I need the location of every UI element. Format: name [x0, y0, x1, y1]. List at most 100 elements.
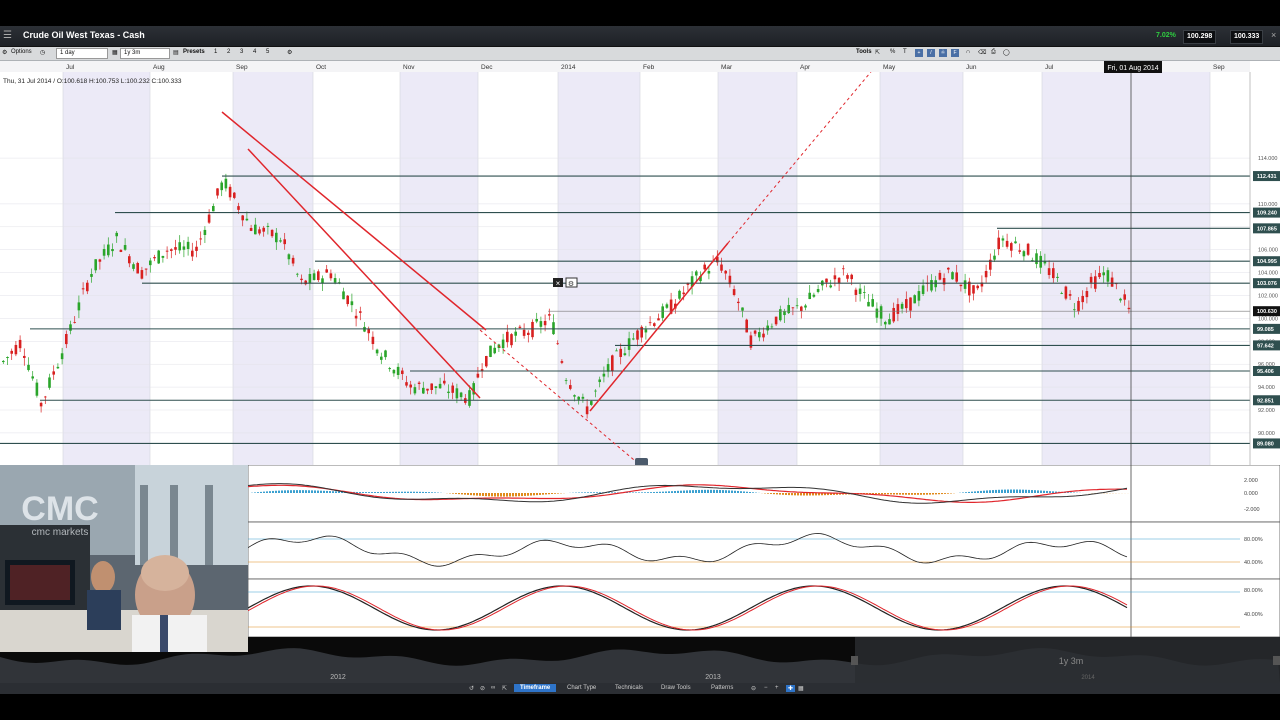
month-label: Jun	[966, 64, 977, 71]
candle-body	[1106, 270, 1110, 282]
price-chart[interactable]: 114.000110.000108.000106.000104.000102.0…	[0, 60, 1280, 467]
options-gear-icon[interactable]: ⚙	[2, 50, 8, 56]
preset-settings-icon[interactable]: ⚙	[287, 50, 293, 56]
candle-body	[984, 270, 988, 278]
macd-histogram-bar	[773, 493, 775, 495]
macd-histogram-bar	[710, 489, 712, 493]
trendline-1[interactable]	[221, 111, 487, 331]
macd-histogram-bar	[530, 493, 532, 496]
rsi-panel[interactable]	[247, 521, 1280, 580]
candle-body	[480, 369, 484, 372]
tab-patterns[interactable]: Patterns	[711, 685, 734, 691]
tab-timeframe[interactable]: Timeframe	[514, 684, 557, 692]
tab-draw-tools[interactable]: Draw Tools	[661, 685, 691, 691]
candle-body	[560, 361, 564, 363]
candle-body	[896, 304, 900, 314]
level-label: 109.240	[1257, 211, 1277, 217]
macd-histogram-bar	[659, 491, 661, 493]
print-icon[interactable]: ⎙	[991, 49, 996, 55]
candle-body	[779, 309, 782, 321]
expand-icon[interactable]: ⇱	[502, 686, 508, 692]
macd-histogram-bar	[497, 493, 499, 497]
hamburger-menu-icon[interactable]: ☰	[3, 30, 12, 41]
candle-body	[669, 299, 673, 314]
macd-histogram-bar	[935, 493, 937, 495]
macd-line	[247, 483, 1128, 504]
navigator-selection[interactable]	[855, 637, 1280, 683]
trendline-3[interactable]	[589, 242, 729, 412]
candle-body	[195, 246, 198, 251]
drawing-tools-popup[interactable]: × ⚙	[553, 277, 578, 288]
camera-icon[interactable]: ◯	[1003, 50, 1010, 56]
cursor-icon[interactable]: ⇱	[875, 50, 881, 56]
zoom-out-icon[interactable]: ⊖	[751, 686, 757, 692]
indicator-tick: 0.000	[1244, 491, 1258, 497]
candle-body	[417, 382, 421, 385]
preset-3[interactable]: 3	[240, 49, 244, 55]
trendline-2[interactable]	[247, 148, 481, 399]
eraser-icon[interactable]: ⌫	[978, 50, 987, 56]
indicator-svg[interactable]: 2.000 0.000 -2.000 80.00% 40.00% 80.00% 40.00%	[247, 464, 1280, 638]
macd-histogram-bar	[581, 492, 583, 493]
preset-5[interactable]: 5	[266, 49, 270, 55]
undo-icon[interactable]: ↺	[469, 686, 475, 692]
candle-body	[359, 311, 362, 313]
preset-4[interactable]: 4	[253, 49, 257, 55]
candle-body	[531, 321, 534, 338]
grid-icon[interactable]: ▦	[798, 686, 804, 692]
nav-right-handle[interactable]	[1273, 656, 1280, 665]
text-tool-icon[interactable]: T	[903, 49, 907, 55]
macd-histogram-bar	[746, 491, 748, 493]
price-chart-svg[interactable]: 114.000110.000108.000106.000104.000102.0…	[0, 60, 1280, 467]
macd-histogram-bar	[503, 493, 505, 497]
macd-histogram-bar	[281, 490, 283, 493]
magnet-icon[interactable]: ∩	[966, 49, 971, 55]
crosshair-icon[interactable]: +	[915, 49, 923, 57]
indicator-panels[interactable]: 2.000 0.000 -2.000 80.00% 40.00% 80.00% 40.00%	[247, 464, 1280, 638]
trendline-icon[interactable]: /	[927, 49, 935, 57]
fit-icon[interactable]: ✚	[786, 685, 796, 692]
macd-histogram-bar	[893, 493, 895, 495]
macd-histogram-bar	[1034, 490, 1036, 493]
drawing-settings-icon[interactable]: ⚙	[568, 280, 574, 288]
interval-select[interactable]: 1 day	[56, 48, 108, 59]
candle-body	[1073, 309, 1076, 311]
macd-histogram-bar	[398, 491, 400, 493]
tab-chart-type[interactable]: Chart Type	[567, 685, 597, 691]
stochastic-panel[interactable]	[247, 578, 1280, 638]
fib-icon[interactable]: F	[951, 49, 959, 57]
macd-histogram-bar	[299, 490, 301, 493]
percent-button[interactable]: %	[890, 49, 896, 55]
candle-body	[333, 278, 337, 283]
block-icon[interactable]: ⊘	[480, 686, 486, 692]
candle-body	[81, 288, 85, 290]
delete-drawing-icon[interactable]: ×	[556, 279, 561, 288]
sell-price-button[interactable]: 100.298	[1183, 30, 1217, 44]
channel-icon[interactable]: ≟	[939, 49, 947, 57]
macd-histogram-bar	[416, 491, 418, 493]
navigator-svg[interactable]: 2012 2013 1y 3m 2014	[0, 637, 1280, 683]
preset-2[interactable]: 2	[227, 49, 231, 55]
collapse-handle-icon[interactable]	[635, 458, 648, 467]
candle-body	[237, 206, 240, 210]
range-select[interactable]: 1y 3m	[120, 48, 170, 59]
candle-body	[10, 350, 13, 354]
tab-technicals[interactable]: Technicals	[615, 685, 644, 691]
plus-icon[interactable]: +	[775, 685, 779, 691]
macd-histogram-bar	[527, 493, 529, 496]
candle-body	[1005, 240, 1009, 247]
link-icon[interactable]: ∞	[491, 685, 496, 691]
nav-left-handle[interactable]	[851, 656, 858, 665]
macd-histogram-bar	[908, 493, 910, 495]
options-button[interactable]: Options	[11, 49, 32, 55]
candle-body	[501, 339, 505, 349]
macd-panel[interactable]	[247, 464, 1280, 523]
time-navigator[interactable]: 2012 2013 1y 3m 2014	[0, 637, 1280, 683]
candle-body	[321, 278, 324, 284]
candle-body	[825, 278, 828, 283]
close-icon[interactable]: ×	[1271, 30, 1277, 40]
macd-histogram-bar	[809, 493, 811, 496]
buy-price-button[interactable]: 100.333	[1230, 30, 1264, 44]
minus-icon[interactable]: −	[764, 685, 768, 691]
preset-1[interactable]: 1	[214, 49, 218, 55]
